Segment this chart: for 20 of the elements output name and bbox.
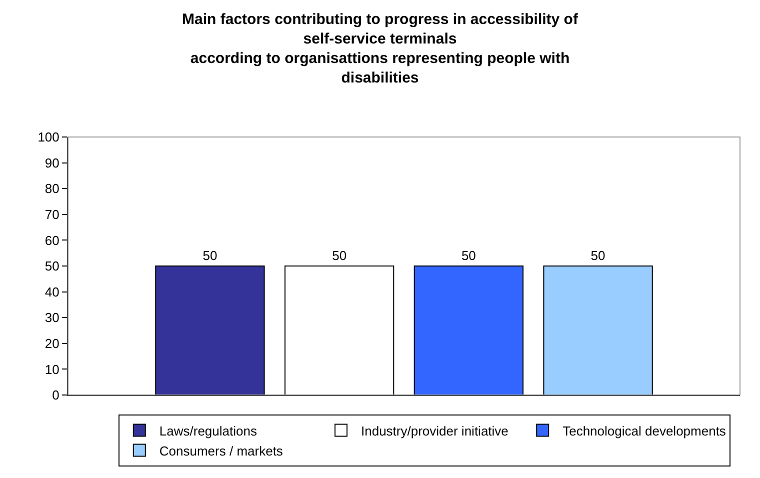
y-tick-label: 100	[38, 130, 60, 145]
y-tick-label: 20	[44, 336, 60, 351]
y-tick-label: 60	[44, 232, 60, 248]
y-tick-label: 30	[44, 310, 60, 326]
y-tick-label: 90	[44, 155, 60, 170]
y-tick-label: 40	[44, 284, 60, 300]
y-tick-label: 10	[44, 362, 60, 377]
data-label: 50	[590, 248, 606, 263]
y-tick-label: 70	[44, 206, 60, 222]
y-tick-label: 50	[44, 258, 60, 274]
data-label: 50	[332, 248, 347, 263]
legend-label: Industry/provider initiative	[361, 423, 508, 438]
legend-label: Technological developments	[562, 423, 726, 438]
y-tick-label: 80	[44, 181, 60, 196]
data-label: 50	[202, 248, 218, 263]
data-label: 50	[461, 248, 476, 263]
legend-label: Laws/regulations	[159, 423, 258, 438]
legend-label: Consumers / markets	[159, 443, 284, 458]
chart-title: Main factors contributing to progress in accessibility of self-service terminals according to organisattions representing people with disabilities	[182, 10, 579, 86]
y-tick-label: 0	[52, 388, 60, 403]
